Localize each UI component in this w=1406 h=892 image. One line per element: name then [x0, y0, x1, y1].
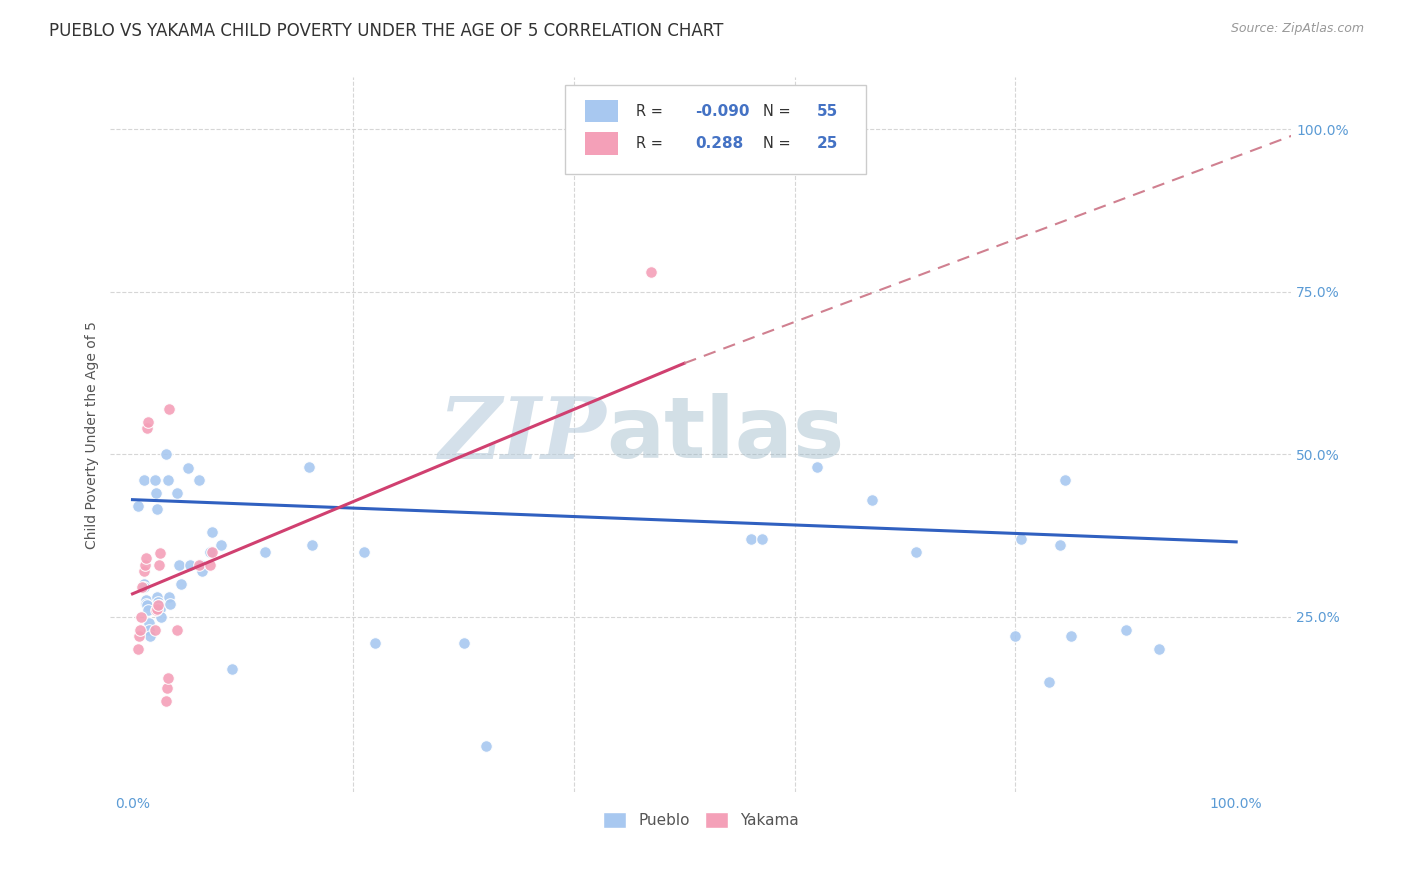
Point — [149, 546, 172, 560]
Point — [167, 558, 190, 572]
Point — [1054, 473, 1077, 487]
FancyBboxPatch shape — [565, 85, 866, 174]
Point — [146, 595, 169, 609]
Point — [166, 486, 188, 500]
Point — [176, 461, 198, 475]
Point — [1004, 629, 1026, 643]
Point — [364, 635, 387, 649]
Text: atlas: atlas — [606, 393, 845, 476]
Y-axis label: Child Poverty Under the Age of 5: Child Poverty Under the Age of 5 — [86, 321, 100, 549]
Point — [132, 580, 155, 594]
Point — [198, 544, 221, 558]
Point — [146, 598, 169, 612]
Point — [166, 623, 188, 637]
Text: ZIP: ZIP — [439, 393, 606, 476]
Point — [751, 532, 773, 546]
Point — [127, 499, 149, 513]
Text: -0.090: -0.090 — [695, 103, 749, 119]
Point — [640, 265, 662, 279]
Point — [1059, 629, 1081, 643]
Point — [136, 603, 159, 617]
Point — [135, 593, 157, 607]
Point — [127, 642, 149, 657]
Point — [139, 629, 162, 643]
Point — [157, 401, 180, 416]
Point — [905, 544, 928, 558]
Point — [156, 671, 179, 685]
Point — [301, 538, 323, 552]
Point — [149, 601, 172, 615]
Text: Source: ZipAtlas.com: Source: ZipAtlas.com — [1230, 22, 1364, 36]
Point — [1115, 623, 1137, 637]
Text: N =: N = — [763, 103, 796, 119]
Point — [190, 558, 212, 572]
Point — [131, 580, 153, 594]
Point — [138, 623, 160, 637]
Point — [187, 558, 209, 572]
Point — [129, 623, 152, 637]
Point — [474, 739, 496, 754]
Point — [135, 597, 157, 611]
Point — [298, 460, 321, 475]
Point — [1010, 532, 1032, 546]
Point — [806, 460, 828, 475]
Point — [132, 473, 155, 487]
Text: R =: R = — [636, 103, 668, 119]
Point — [860, 492, 883, 507]
Point — [1038, 674, 1060, 689]
Text: PUEBLO VS YAKAMA CHILD POVERTY UNDER THE AGE OF 5 CORRELATION CHART: PUEBLO VS YAKAMA CHILD POVERTY UNDER THE… — [49, 22, 724, 40]
Point — [145, 486, 167, 500]
Point — [145, 603, 167, 617]
Point — [135, 598, 157, 612]
Point — [155, 694, 177, 708]
Point — [156, 681, 179, 695]
Point — [1049, 538, 1071, 552]
Point — [148, 558, 170, 572]
Point — [157, 590, 180, 604]
Point — [191, 564, 214, 578]
Point — [209, 538, 232, 552]
Text: 55: 55 — [817, 103, 838, 119]
FancyBboxPatch shape — [585, 100, 619, 122]
Point — [143, 623, 166, 637]
Point — [135, 551, 157, 566]
Point — [187, 473, 209, 487]
Text: N =: N = — [763, 136, 796, 152]
Point — [201, 544, 224, 558]
Point — [132, 577, 155, 591]
Point — [159, 597, 181, 611]
Point — [1147, 642, 1170, 657]
Point — [148, 598, 170, 612]
Point — [128, 629, 150, 643]
Point — [156, 473, 179, 487]
Point — [145, 590, 167, 604]
Point — [453, 635, 475, 649]
Point — [138, 616, 160, 631]
FancyBboxPatch shape — [585, 132, 619, 155]
Point — [170, 577, 193, 591]
Point — [131, 609, 153, 624]
Point — [134, 558, 156, 572]
Text: 25: 25 — [817, 136, 838, 152]
Point — [150, 609, 173, 624]
Point — [353, 544, 375, 558]
Point — [155, 447, 177, 461]
Point — [145, 502, 167, 516]
Point — [136, 415, 159, 429]
Point — [145, 601, 167, 615]
Point — [201, 525, 224, 540]
Point — [198, 558, 221, 572]
Legend: Pueblo, Yakama: Pueblo, Yakama — [598, 806, 804, 834]
Point — [179, 558, 201, 572]
Point — [253, 544, 276, 558]
Text: R =: R = — [636, 136, 668, 152]
Point — [740, 532, 762, 546]
Point — [135, 421, 157, 435]
Point — [143, 473, 166, 487]
Text: 0.288: 0.288 — [695, 136, 744, 152]
Point — [221, 661, 243, 675]
Point — [132, 564, 155, 578]
